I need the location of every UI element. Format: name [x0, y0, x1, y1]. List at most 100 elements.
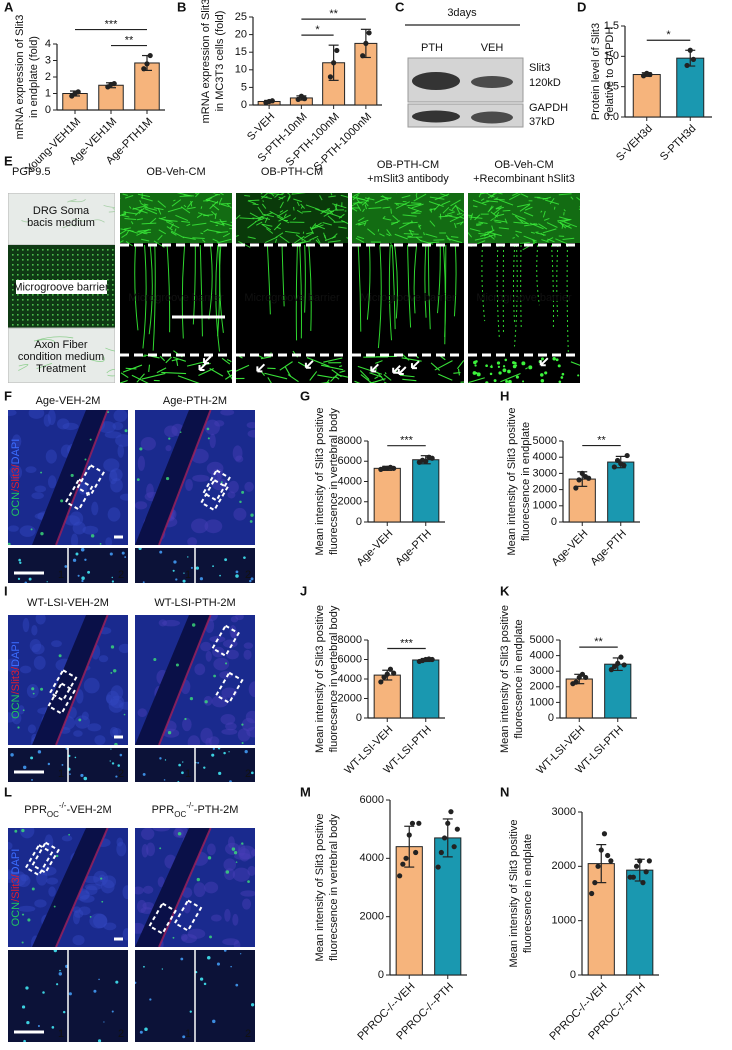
- cell: [103, 922, 117, 931]
- groove-dot: [102, 274, 104, 276]
- data-point: [583, 674, 589, 681]
- neurite: [486, 200, 498, 203]
- groove-dot: [17, 324, 19, 326]
- significance-label: **: [329, 8, 338, 20]
- y-tick-label: 4000: [533, 451, 557, 463]
- axon-dot: [558, 380, 562, 383]
- inset-speck: [42, 991, 45, 994]
- neurite: [429, 208, 436, 211]
- neurite: [291, 193, 294, 194]
- neurite: [441, 200, 451, 206]
- column-header: OB-Veh-CM: [146, 166, 205, 178]
- groove-dot: [87, 299, 89, 301]
- axon-mesh: [374, 376, 379, 380]
- axon-sketch: [107, 374, 115, 377]
- y-axis-label: in endplate (fold): [28, 36, 40, 118]
- axon: [391, 244, 396, 330]
- y-tick-label: 25: [235, 11, 247, 23]
- groove-dot: [92, 274, 94, 276]
- data-point: [397, 873, 403, 879]
- groove-dot: [102, 309, 104, 311]
- data-point: [387, 666, 394, 672]
- neurite: [179, 195, 190, 198]
- roi-box: [211, 624, 240, 658]
- axon: [219, 244, 224, 333]
- axon-dot: [544, 371, 548, 375]
- neurite: [273, 222, 282, 231]
- axon-mesh: [401, 353, 410, 361]
- data-point: [269, 98, 275, 104]
- panel-letter: B: [177, 0, 186, 14]
- groove-dot: [82, 324, 84, 326]
- inset-speck: [109, 760, 111, 762]
- groove-dot: [72, 254, 74, 256]
- groove-dot: [87, 264, 89, 266]
- groove-dot: [12, 279, 14, 281]
- axon-dot: [502, 365, 506, 368]
- axon-sketch: [33, 339, 56, 344]
- groove-dot: [72, 314, 74, 316]
- axon-mesh: [186, 361, 206, 367]
- neurite: [327, 215, 336, 223]
- axon-mesh: [457, 368, 460, 376]
- neurite: [512, 193, 520, 196]
- cell: [230, 630, 239, 639]
- inset-speck: [161, 968, 164, 970]
- groove-dot: [107, 314, 109, 316]
- groove-dot: [22, 269, 24, 271]
- axon-mesh: [399, 374, 415, 378]
- axon-mesh: [136, 373, 145, 383]
- neurite: [428, 241, 440, 244]
- cell: [246, 421, 255, 429]
- groove-dot: [37, 299, 39, 301]
- groove-dot: [77, 324, 79, 326]
- groove-dot: [102, 324, 104, 326]
- ocn-speck: [30, 528, 33, 531]
- inset-speck: [235, 570, 239, 574]
- neurite: [546, 237, 554, 242]
- ocn-speck: [124, 429, 128, 433]
- neurite: [200, 232, 204, 235]
- axon-mesh: [161, 371, 187, 375]
- inset-speck: [187, 556, 189, 558]
- neurite: [406, 203, 422, 207]
- neurite: [502, 209, 511, 212]
- neurite: [495, 197, 499, 200]
- cell: [221, 728, 238, 735]
- axon-dot: [476, 372, 481, 377]
- groove-dot: [112, 294, 114, 296]
- y-tick-label: 4000: [338, 475, 362, 487]
- cell: [25, 466, 37, 474]
- cell: [191, 518, 209, 534]
- axon: [357, 244, 362, 332]
- tissue-band: [32, 615, 108, 745]
- schematic-text: Axon Fiber: [34, 339, 88, 351]
- groove-dot: [102, 314, 104, 316]
- groove-dot: [112, 259, 114, 261]
- ocn-speck: [89, 438, 92, 441]
- neurite: [120, 197, 121, 199]
- axon-mesh: [221, 357, 231, 365]
- significance-label: ***: [105, 18, 119, 30]
- groove-dot: [92, 294, 94, 296]
- cell: [31, 624, 38, 636]
- groove-dot: [107, 289, 109, 291]
- neurite: [449, 209, 454, 212]
- inset-speck: [124, 556, 127, 558]
- inset-speck: [217, 748, 221, 750]
- groove-dot: [12, 269, 14, 271]
- stain-part: OCN: [10, 492, 22, 517]
- ocn-speck: [114, 742, 118, 745]
- axon-sketch: [89, 356, 105, 362]
- axon-mesh: [460, 381, 464, 383]
- cell: [248, 681, 255, 698]
- soma-sketch: [108, 208, 115, 213]
- data-point: [301, 96, 308, 102]
- groove-dot: [97, 269, 99, 271]
- groove-dot: [62, 279, 64, 281]
- data-point: [406, 832, 412, 838]
- groove-dot: [42, 309, 44, 311]
- inset-speck: [53, 950, 58, 953]
- neurite: [327, 212, 342, 218]
- cell: [141, 828, 155, 840]
